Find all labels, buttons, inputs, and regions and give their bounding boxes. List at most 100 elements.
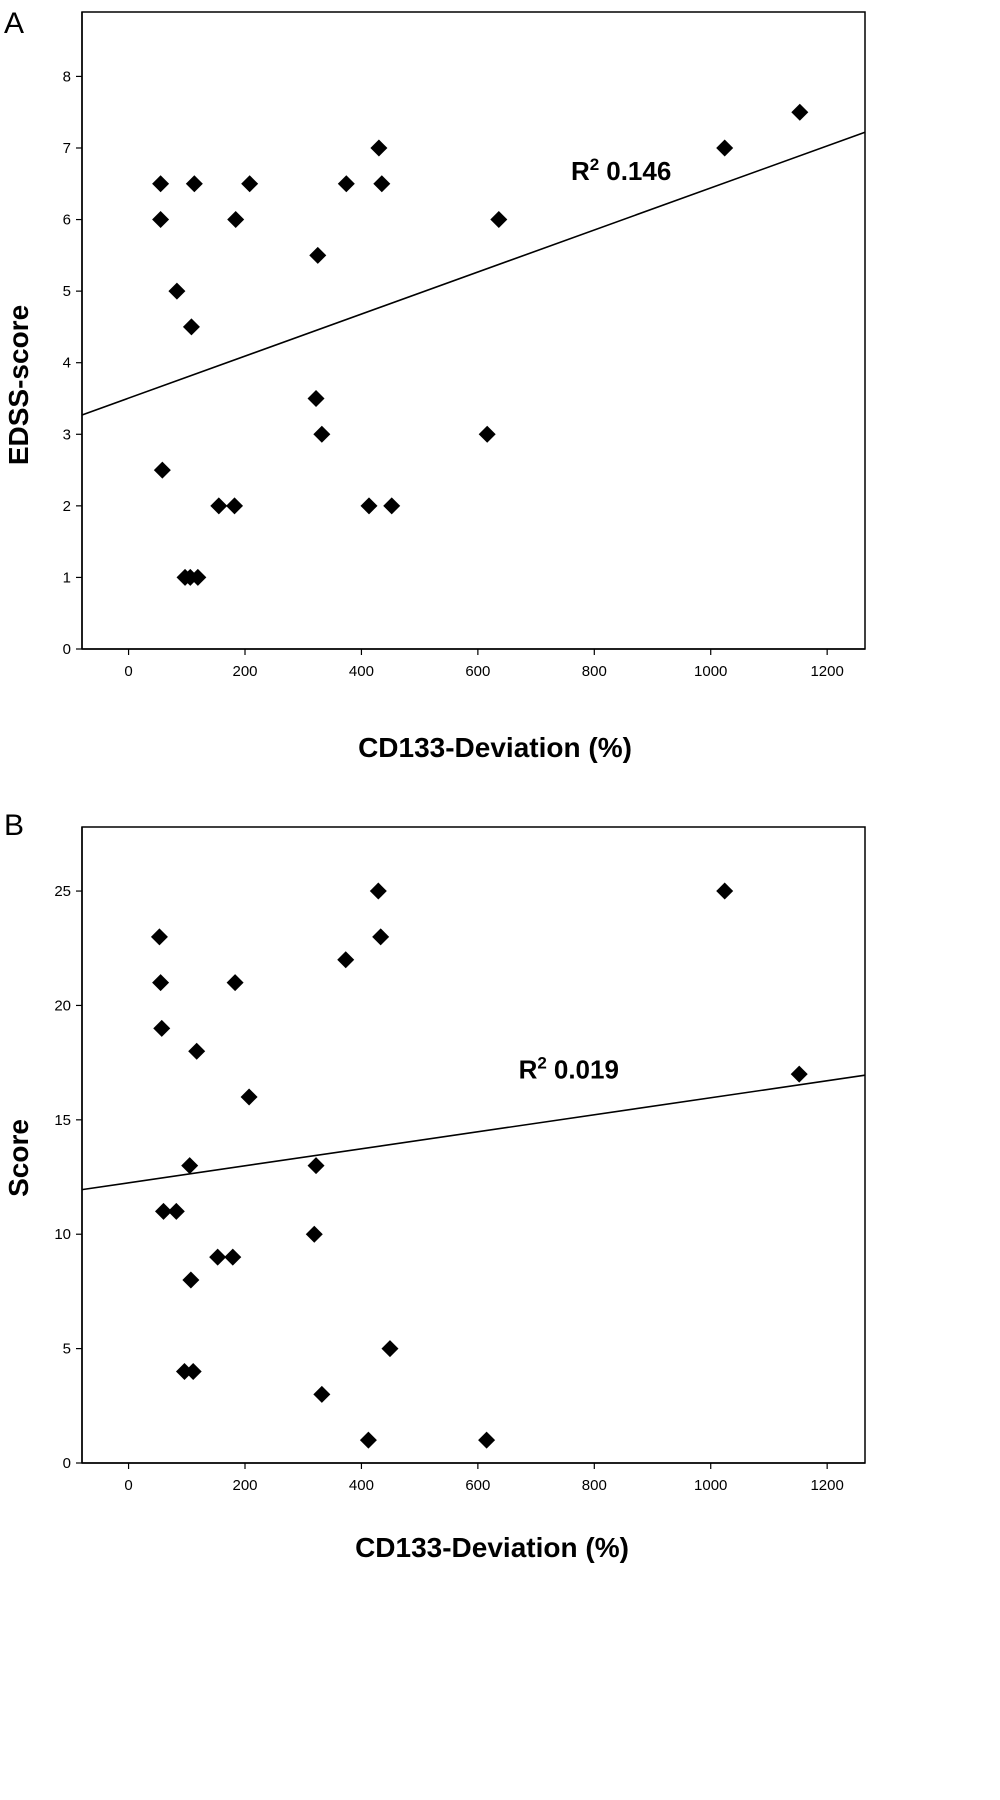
r-squared-letter-b: R — [519, 1055, 538, 1085]
data-point — [369, 882, 387, 900]
r-squared-annotation-b: R2 0.019 — [519, 1054, 619, 1085]
y-tick-label: 15 — [54, 1112, 71, 1129]
x-ticks-a: 0 200 400 600 800 1000 1200 — [124, 649, 844, 680]
y-tick-label: 8 — [63, 68, 71, 85]
fit-line-group-a — [81, 131, 866, 416]
x-axis-title-b: CD133-Deviation (%) — [355, 1532, 629, 1563]
r-squared-value-b: 0.019 — [554, 1055, 619, 1085]
data-point — [153, 461, 171, 479]
data-point — [181, 1157, 199, 1175]
x-tick-label: 400 — [349, 663, 374, 680]
data-point — [360, 497, 378, 515]
x-tick-label: 1000 — [694, 1477, 727, 1494]
y-tick-label: 5 — [63, 283, 71, 300]
data-point — [313, 1385, 331, 1403]
y-tick-label: 10 — [54, 1226, 71, 1243]
regression-line-b — [81, 1074, 866, 1191]
data-point — [185, 175, 203, 193]
y-tick-label: 25 — [54, 883, 71, 900]
data-point — [381, 1340, 399, 1358]
data-point — [383, 497, 401, 515]
data-point — [150, 928, 168, 946]
r-squared-letter-a: R — [571, 156, 590, 186]
x-tick-label: 0 — [124, 663, 132, 680]
data-point — [152, 211, 170, 229]
r-squared-value-a: 0.146 — [606, 156, 671, 186]
data-point — [189, 568, 207, 586]
data-point — [168, 282, 186, 300]
x-tick-label: 400 — [349, 1477, 374, 1494]
data-point — [478, 425, 496, 443]
y-tick-label: 1 — [63, 569, 71, 586]
x-tick-label: 200 — [232, 663, 257, 680]
data-point — [478, 1431, 496, 1449]
data-point — [790, 1065, 808, 1083]
y-tick-label: 3 — [63, 426, 71, 443]
data-point — [305, 1225, 323, 1243]
data-point — [167, 1202, 185, 1220]
data-point — [226, 974, 244, 992]
r-squared-annotation-a: R2 0.146 — [571, 155, 671, 186]
data-point — [791, 103, 809, 121]
points-b — [150, 882, 808, 1449]
y-tick-label: 0 — [63, 641, 71, 658]
panel-letter-a: A — [4, 7, 24, 40]
data-point — [175, 1362, 193, 1380]
x-tick-label: 1200 — [810, 663, 843, 680]
data-point — [152, 974, 170, 992]
x-tick-label: 200 — [232, 1477, 257, 1494]
y-ticks-a: 0 1 2 3 4 5 6 7 8 — [63, 68, 82, 658]
data-point — [209, 1248, 227, 1266]
x-axis-title-a: CD133-Deviation (%) — [358, 732, 632, 763]
fit-line-group-b — [81, 1074, 866, 1191]
data-point — [210, 497, 228, 515]
plot-frame-b — [81, 826, 866, 1464]
x-tick-label: 600 — [465, 1477, 490, 1494]
data-point — [241, 175, 259, 193]
data-point — [370, 139, 388, 157]
data-point — [716, 139, 734, 157]
data-point — [337, 951, 355, 969]
points-a — [152, 103, 809, 586]
data-point — [224, 1248, 242, 1266]
data-point — [182, 1271, 200, 1289]
x-tick-label: 1000 — [694, 663, 727, 680]
y-tick-label: 2 — [63, 498, 71, 515]
data-point — [337, 175, 355, 193]
x-tick-label: 1200 — [810, 1477, 843, 1494]
data-point — [152, 175, 170, 193]
data-point — [372, 928, 390, 946]
data-point — [184, 1362, 202, 1380]
data-point — [307, 389, 325, 407]
y-tick-label: 0 — [63, 1455, 71, 1472]
y-tick-label: 20 — [54, 997, 71, 1014]
y-axis-title-a: EDSS-score — [3, 305, 34, 465]
y-tick-label: 4 — [63, 355, 71, 372]
x-ticks-b: 0 200 400 600 800 1000 1200 — [124, 1463, 844, 1494]
x-tick-label: 800 — [582, 663, 607, 680]
y-ticks-b: 0 5 10 15 20 25 — [54, 883, 82, 1472]
panel-b: B 0 200 400 600 800 1000 1200 0 5 10 15 20 25 R2 0.0… — [3, 809, 866, 1563]
y-tick-label: 6 — [63, 212, 71, 229]
x-tick-label: 0 — [124, 1477, 132, 1494]
r-squared-superscript-a: 2 — [590, 155, 599, 174]
data-point — [188, 1042, 206, 1060]
data-point — [226, 497, 244, 515]
data-point — [716, 882, 734, 900]
y-tick-label: 5 — [63, 1341, 71, 1358]
r-squared-superscript-b: 2 — [537, 1054, 546, 1073]
data-point — [155, 1202, 173, 1220]
data-point — [373, 175, 391, 193]
data-point — [313, 425, 331, 443]
y-tick-label: 7 — [63, 140, 71, 157]
x-tick-label: 800 — [582, 1477, 607, 1494]
plot-frame-a — [81, 11, 866, 650]
data-point — [240, 1088, 258, 1106]
data-point — [307, 1157, 325, 1175]
data-point — [227, 211, 245, 229]
regression-line-a — [81, 131, 866, 416]
x-tick-label: 600 — [465, 663, 490, 680]
data-point — [182, 318, 200, 336]
